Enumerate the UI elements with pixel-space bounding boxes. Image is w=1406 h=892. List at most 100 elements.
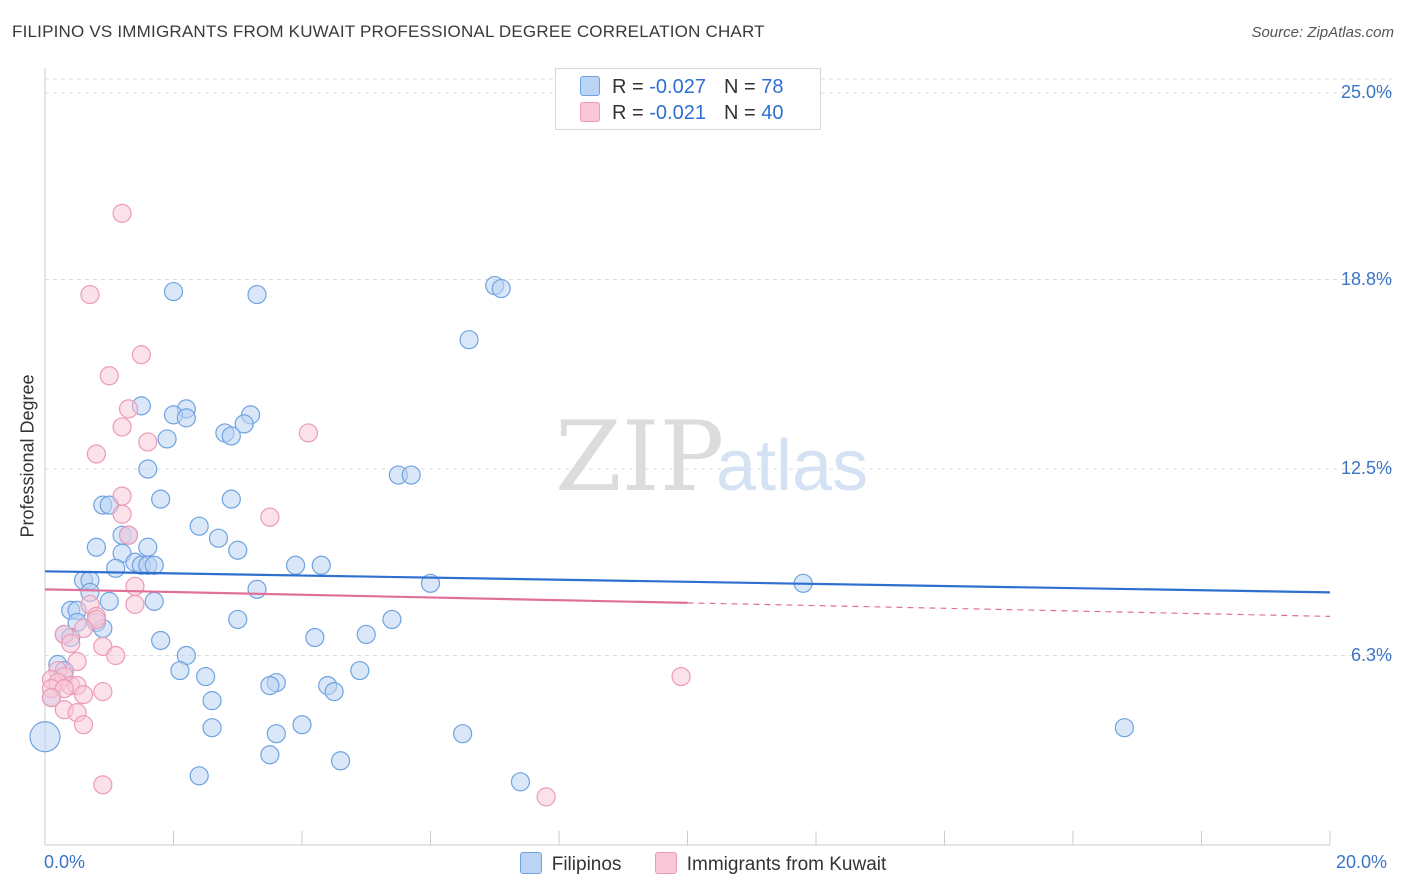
filipinos-point — [202, 718, 222, 738]
filipinos-point — [99, 591, 119, 611]
filipinos-point — [510, 772, 531, 792]
kuwait-point — [138, 432, 158, 452]
legend-label-filipinos: Filipinos — [551, 854, 622, 875]
y-axis-label: Professional Degree — [17, 374, 38, 538]
kuwait-swatch — [580, 102, 600, 122]
filipinos-point — [221, 426, 241, 446]
filipinos-point — [176, 408, 196, 428]
filipinos-point — [189, 516, 209, 536]
kuwait-point — [41, 688, 62, 708]
kuwait-point — [112, 417, 132, 437]
correlation-legend: R = -0.027 N = 78 R = -0.021 N = 40 — [555, 68, 821, 130]
r-value-kuwait: -0.021 — [649, 102, 706, 124]
x-tick-label-max: 20.0% — [1336, 852, 1388, 872]
axes-layer — [44, 68, 1331, 846]
filipinos-point — [350, 660, 370, 681]
y-tick-label-0: 6.3% — [1350, 644, 1392, 665]
kuwait-point — [93, 682, 113, 702]
trend-line-0 — [44, 570, 1331, 594]
filipinos-point — [138, 537, 158, 557]
filipinos-point — [324, 682, 344, 702]
filipinos-point — [260, 675, 280, 696]
kuwait-point — [536, 787, 556, 807]
legend-row-kuwait: R = -0.021 N = 40 — [580, 102, 783, 126]
filipinos-point — [491, 278, 511, 299]
kuwait-point — [112, 486, 132, 506]
watermark-atlas: atlas — [716, 426, 868, 506]
filipinos-point — [151, 630, 171, 651]
filipinos-point — [196, 666, 216, 687]
filipinos-point — [208, 528, 229, 548]
filipinos-point — [266, 724, 286, 744]
series-1-points — [41, 203, 691, 807]
filipinos-point — [382, 609, 402, 630]
filipinos-swatch — [580, 76, 600, 96]
filipinos-point — [86, 537, 107, 557]
kuwait-point — [125, 576, 145, 596]
trend-line-1-dashed — [687, 602, 1331, 618]
legend-item-kuwait[interactable]: Immigrants from Kuwait — [654, 852, 887, 876]
filipinos-point — [29, 721, 61, 753]
legend-label-kuwait: Immigrants from Kuwait — [686, 854, 887, 875]
kuwait-point — [671, 666, 691, 687]
kuwait-legend-swatch — [654, 852, 677, 874]
kuwait-point — [112, 504, 132, 524]
filipinos-point — [189, 766, 209, 786]
filipinos-point — [459, 330, 479, 350]
filipinos-point — [292, 715, 312, 735]
filipinos-point — [144, 555, 164, 575]
n-label: N = — [723, 102, 756, 124]
y-tick-label-2: 18.8% — [1340, 268, 1392, 289]
n-value-kuwait: 40 — [761, 102, 784, 124]
kuwait-point — [67, 651, 87, 672]
watermark-zip: ZIP — [555, 401, 724, 513]
y-tick-label-3: 25.0% — [1340, 82, 1392, 103]
filipinos-point — [151, 489, 171, 509]
filipinos-legend-swatch — [519, 852, 542, 874]
series-legend: Filipinos Immigrants from Kuwait — [0, 852, 1406, 876]
kuwait-point — [131, 345, 151, 365]
filipinos-point — [260, 745, 280, 765]
kuwait-point — [93, 775, 113, 795]
series-0-points — [29, 275, 1135, 792]
filipinos-point — [202, 691, 222, 711]
filipinos-point — [144, 591, 164, 611]
filipinos-point — [163, 281, 184, 302]
kuwait-point — [86, 444, 107, 464]
filipinos-point — [1114, 718, 1135, 738]
trend-line-1-solid — [44, 588, 688, 604]
filipinos-point — [247, 284, 267, 305]
filipinos-point — [401, 465, 421, 485]
y-tick-label-1: 12.5% — [1340, 458, 1392, 479]
kuwait-point — [99, 366, 119, 386]
n-label: N = — [723, 76, 756, 98]
grid-layer — [45, 78, 1392, 657]
filipinos-point — [311, 555, 331, 575]
kuwait-point — [118, 525, 139, 545]
filipinos-point — [305, 627, 325, 648]
filipinos-point — [247, 579, 267, 599]
kuwait-point — [118, 399, 139, 419]
kuwait-point — [80, 284, 100, 305]
kuwait-point — [260, 507, 280, 527]
kuwait-point — [106, 645, 126, 666]
filipinos-point — [228, 540, 248, 560]
r-label: R = — [612, 76, 644, 98]
filipinos-point — [453, 724, 473, 744]
kuwait-point — [298, 423, 319, 443]
filipinos-point — [170, 660, 190, 681]
legend-item-filipinos[interactable]: Filipinos — [519, 852, 622, 876]
filipinos-point — [285, 555, 306, 575]
filipinos-point — [234, 414, 254, 434]
kuwait-point — [125, 594, 145, 614]
kuwait-point — [73, 618, 94, 639]
kuwait-point — [73, 685, 94, 705]
r-value-filipinos: -0.027 — [649, 76, 706, 98]
trend-layer — [44, 570, 1331, 618]
kuwait-point — [112, 203, 132, 223]
filipinos-point — [221, 489, 241, 509]
filipinos-point — [330, 751, 351, 771]
chart-title: FILIPINO VS IMMIGRANTS FROM KUWAIT PROFE… — [12, 22, 765, 41]
x-tick-label-min: 0.0% — [44, 852, 86, 872]
